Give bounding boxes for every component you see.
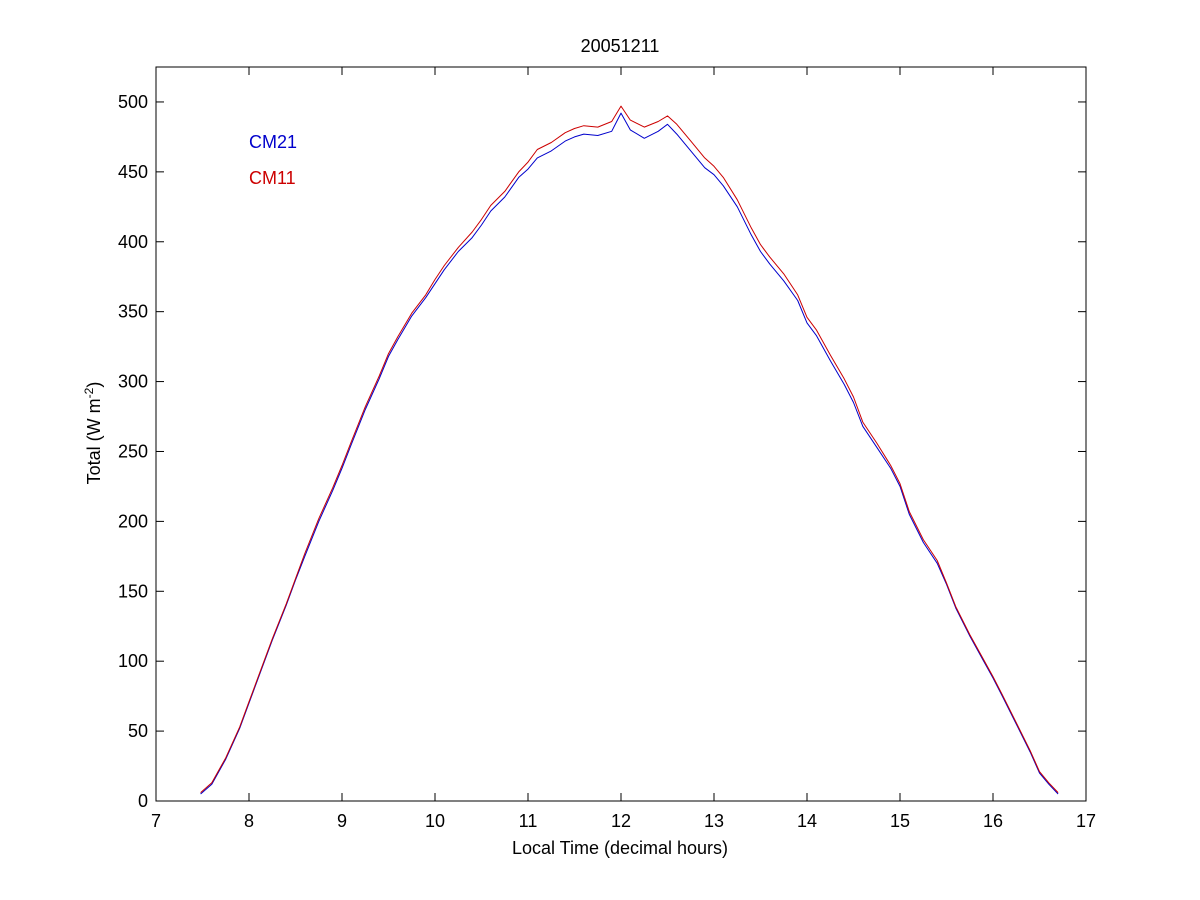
series-line-cm11 (200, 105, 1059, 793)
x-tick-label: 11 (519, 811, 538, 831)
y-axis: 0 50 100 150 200 250 300 350 400 450 500 (118, 92, 1086, 811)
y-axis-title-main: Total (W m (84, 398, 104, 484)
y-tick-label: 300 (118, 372, 148, 392)
y-tick-label: 500 (118, 92, 148, 112)
chart-title: 20051211 (581, 36, 660, 56)
x-tick-label: 14 (797, 811, 817, 831)
y-axis-title-superscript: -2 (82, 387, 96, 398)
y-axis-title: Total (W m-2) (82, 382, 104, 485)
x-tick-label: 10 (425, 811, 445, 831)
x-tick-label: 8 (244, 811, 254, 831)
y-tick-label: 400 (118, 232, 148, 252)
y-tick-label: 100 (118, 651, 148, 671)
x-tick-label: 7 (151, 811, 161, 831)
x-tick-label: 15 (890, 811, 910, 831)
y-axis-title-closing: ) (84, 382, 104, 388)
legend-entry-cm21: CM21 (249, 132, 297, 152)
x-tick-label: 16 (983, 811, 1003, 831)
x-tick-label: 9 (337, 811, 347, 831)
x-tick-label: 13 (704, 811, 724, 831)
y-tick-label: 200 (118, 511, 148, 531)
y-tick-label: 450 (118, 162, 148, 182)
y-tick-label: 250 (118, 441, 148, 461)
x-tick-label: 17 (1076, 811, 1096, 831)
y-tick-label: 350 (118, 302, 148, 322)
legend-entry-cm11: CM11 (249, 168, 296, 188)
series-lines (200, 105, 1059, 795)
y-tick-label: 50 (128, 721, 148, 741)
legend: CM21 CM11 (249, 132, 297, 188)
series-line-cm21 (200, 112, 1059, 795)
y-tick-label: 150 (118, 581, 148, 601)
x-axis-title: Local Time (decimal hours) (512, 838, 728, 858)
x-tick-label: 12 (611, 811, 631, 831)
x-axis: 7 8 9 10 11 12 13 14 15 16 17 (151, 67, 1096, 831)
y-tick-label: 0 (138, 791, 148, 811)
